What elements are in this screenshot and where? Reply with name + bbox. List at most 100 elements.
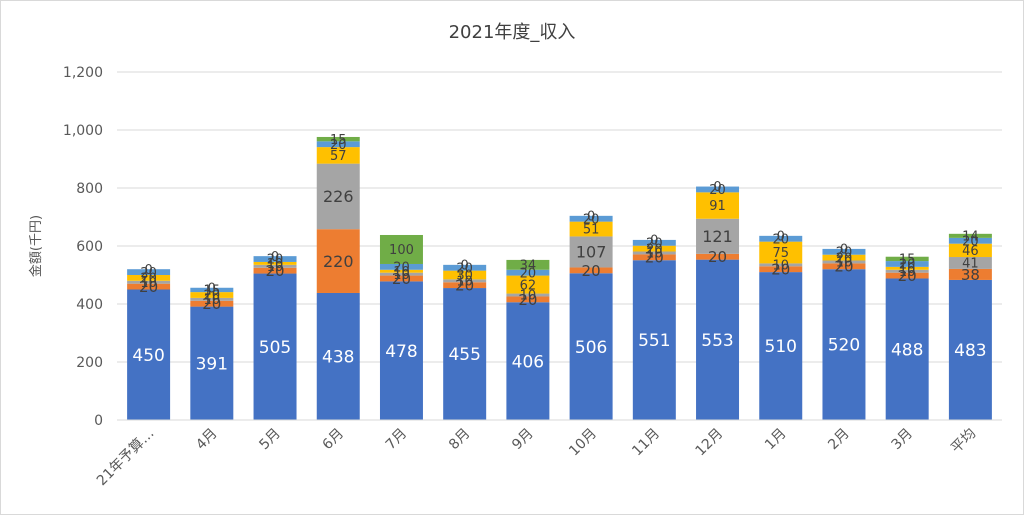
data-label: 62	[520, 278, 537, 293]
data-label: 510	[765, 337, 797, 357]
data-label: 10	[393, 265, 410, 280]
data-label: 46	[962, 244, 979, 259]
data-label: 34	[520, 259, 537, 274]
data-label: 0	[461, 259, 469, 274]
bar-segment	[316, 136, 360, 142]
data-label: 20	[708, 248, 727, 266]
bar-segment	[190, 306, 234, 420]
data-label: 100	[389, 243, 414, 258]
data-label: 20	[962, 234, 979, 249]
bar-segment	[696, 253, 740, 260]
data-label: 10	[772, 259, 789, 274]
bar-segment	[253, 256, 297, 262]
data-label: 20	[898, 267, 917, 285]
y-tick-label: 600	[76, 239, 103, 255]
bar-segment	[696, 259, 740, 420]
bar-segment	[443, 264, 487, 271]
data-label: 450	[132, 346, 164, 366]
data-label: 438	[322, 348, 354, 368]
bar-segment	[885, 269, 929, 273]
bar-segment	[759, 235, 803, 242]
data-label: 10	[836, 256, 853, 271]
bar-segment	[822, 248, 866, 255]
x-tick-label: 11月	[629, 426, 663, 460]
bar-segment	[948, 257, 992, 269]
data-label: 0	[271, 250, 279, 265]
bar-segment	[253, 273, 297, 420]
y-axis-label: 金額(千円)	[28, 215, 44, 277]
bar-segment	[569, 267, 613, 274]
bar-segment	[316, 147, 360, 164]
bar-segment	[253, 261, 297, 265]
data-label: 506	[575, 338, 607, 358]
bar-segment	[822, 254, 866, 261]
bar-segment	[379, 275, 423, 282]
data-label: 20	[456, 261, 473, 276]
data-label: 20	[771, 261, 790, 279]
bar-segment	[127, 289, 171, 420]
data-label: 15	[899, 253, 916, 268]
bar-segment	[379, 234, 423, 264]
data-label: 14	[962, 230, 979, 245]
data-label: 20	[393, 261, 410, 276]
x-tick-label: 9月	[509, 426, 537, 454]
data-label: 20	[709, 183, 726, 198]
data-label: 0	[587, 210, 595, 225]
bar-segment	[443, 288, 487, 420]
x-tick-label: 8月	[446, 426, 474, 454]
bar-segment	[506, 302, 550, 420]
data-label: 10	[646, 247, 663, 262]
x-tick-label: 4月	[193, 426, 221, 454]
data-label: 20	[204, 289, 221, 304]
bar-segment	[759, 272, 803, 420]
bar-segment	[948, 233, 992, 238]
gridlines	[117, 71, 1002, 421]
bar-segment	[822, 269, 866, 420]
data-label: 455	[448, 345, 480, 365]
data-label: 51	[583, 223, 600, 238]
x-tick-label: 平均	[948, 426, 979, 457]
data-label: 10	[267, 260, 284, 275]
data-label: 20	[834, 258, 853, 276]
data-label: 553	[701, 331, 733, 351]
bar-segment	[632, 260, 676, 420]
bar-segment	[822, 260, 866, 264]
x-tick-label: 2月	[825, 426, 853, 454]
y-tick-label: 200	[76, 355, 103, 371]
bar-segment	[822, 263, 866, 270]
bar-segment	[190, 297, 234, 301]
data-label: 20	[836, 251, 853, 266]
bar-segment	[632, 245, 676, 252]
data-label: 406	[512, 352, 544, 372]
bar-segment	[948, 243, 992, 258]
data-label: 20	[140, 266, 157, 281]
bar-segment	[443, 270, 487, 280]
data-label: 20	[518, 291, 537, 309]
bar-segment	[948, 237, 992, 244]
data-label: 20	[140, 272, 157, 287]
data-label: 15	[204, 284, 221, 299]
y-tick-label: 0	[94, 413, 103, 429]
data-label: 0	[840, 243, 848, 258]
x-tick-label: 1月	[762, 426, 790, 454]
bar-segment	[316, 141, 360, 148]
bar-segment	[190, 300, 234, 307]
data-label: 20	[646, 242, 663, 257]
data-label: 20	[582, 262, 601, 280]
data-label: 75	[772, 246, 789, 261]
data-label: 20	[392, 270, 411, 288]
x-tick-label: 6月	[320, 426, 348, 454]
data-labels-layer: 4502010202003912010201505052010102004382…	[132, 133, 986, 375]
data-label: 20	[520, 266, 537, 281]
data-label: 0	[777, 230, 785, 245]
bar-segment	[379, 281, 423, 420]
data-label: 520	[828, 336, 860, 356]
bar-segment	[253, 267, 297, 274]
y-tick-label: 400	[76, 297, 103, 313]
y-tick-label: 1,000	[63, 123, 103, 139]
bar-segment	[190, 287, 234, 293]
data-label: 91	[709, 199, 726, 214]
bar-segment	[885, 272, 929, 279]
bar-segment	[127, 275, 171, 281]
x-tick-label: 5月	[256, 426, 284, 454]
